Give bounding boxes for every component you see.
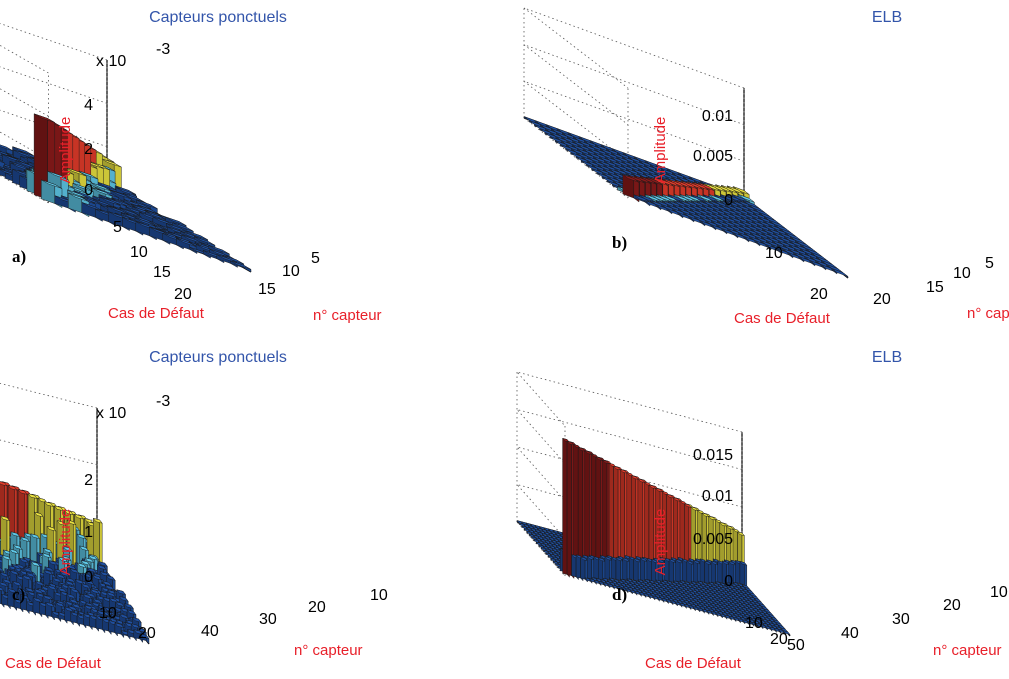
sensor-tick-label: 15 [258, 281, 276, 298]
z-tick-label: 0 [724, 192, 733, 209]
z-axis-label: Amplitude [57, 117, 74, 184]
z-tick-label: 2 [84, 141, 93, 158]
z-tick-label: 0 [84, 182, 93, 199]
case-axis-label: Cas de Défaut [108, 305, 205, 322]
sensor-tick-label: 20 [873, 291, 891, 308]
chart-title: ELB [872, 9, 902, 26]
grid-line [524, 8, 744, 88]
case-tick-label: 15 [153, 264, 171, 281]
sensor-tick-label: 10 [282, 263, 300, 280]
case-tick-label: 20 [810, 286, 828, 303]
sensor-tick-label: 15 [926, 279, 944, 296]
z-multiplier: x 10 [96, 53, 126, 70]
grid-line [0, 336, 97, 408]
case-tick-label: 5 [113, 219, 122, 236]
sensor-axis-label: n° capteur [313, 307, 382, 324]
bar-top [832, 269, 848, 277]
case-axis-label: Cas de Défaut [734, 310, 831, 327]
z-tick-label: 0.01 [702, 108, 733, 125]
grid-line [0, 393, 97, 465]
bar-top [524, 117, 540, 125]
panel-label: b) [612, 233, 627, 252]
sensor-axis-label: n° capteur [967, 305, 1009, 322]
case-tick-label: 10 [765, 245, 783, 262]
chart-title: Capteurs ponctuels [149, 9, 287, 26]
sensor-tick-label: 10 [953, 265, 971, 282]
sensor-tick-label: 5 [311, 250, 320, 267]
case-tick-label: 20 [174, 286, 192, 303]
panel-a: a) Capteurs ponctuels Amplitude Cas de Défa… [0, 0, 382, 324]
case-tick-label: 10 [130, 244, 148, 261]
z-axis-label: Amplitude [652, 117, 669, 184]
z-tick-label: 0.005 [693, 148, 733, 165]
z-tick-label: 4 [84, 97, 93, 114]
grid-line [0, 0, 107, 73]
panel-b: b) ELB Amplitude Cas de Défaut n° capteur 0 0.… [524, 8, 1009, 327]
z-multiplier-exponent: -3 [156, 41, 170, 58]
sensor-tick-label: 5 [985, 255, 994, 272]
panel-label: a) [12, 247, 26, 266]
